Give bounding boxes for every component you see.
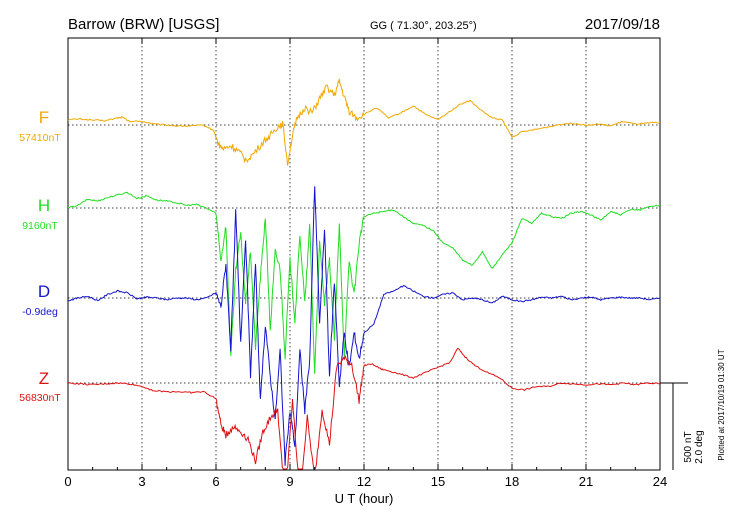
station-title: Barrow (BRW) [USGS] [68,16,219,33]
series-label-h: H [38,196,50,215]
series-labels: F 57410nT H 9160nT D -0.9deg Z 56830nT [19,108,61,404]
x-tick-label: 15 [431,474,445,489]
x-tick-label: 24 [653,474,667,489]
x-tick-label: 9 [286,474,293,489]
series-baseline-h: 9160nT [22,220,58,232]
series-label-z: Z [39,369,49,388]
plot-date: 2017/09/18 [585,16,660,33]
x-tick-label: 0 [64,474,71,489]
x-tick-label: 6 [212,474,219,489]
trace-h [67,191,661,374]
x-tick-label: 3 [138,474,145,489]
trace-f [67,78,661,166]
station-coords: GG ( 71.30°, 203.25°) [370,20,477,32]
traces [67,78,661,470]
x-tick-label: 18 [505,474,519,489]
scale-nt-label: 500 nT [683,431,694,462]
x-tick-label: 21 [579,474,593,489]
trace-d [67,186,661,466]
series-label-d: D [38,282,50,301]
scale-deg-label: 2.0 deg [694,430,705,463]
x-tick-label: 12 [357,474,371,489]
series-label-f: F [39,108,49,127]
scale-bar: 500 nT 2.0 deg [660,382,705,470]
trace-z [67,347,661,470]
x-axis: 0 3 6 9 12 15 18 21 24 [64,38,667,489]
x-axis-label: U T (hour) [335,491,394,506]
plot-timestamp: Plotted at 2017/10/19 01:30 UT [717,349,726,460]
series-baseline-f: 57410nT [19,132,61,144]
grid [68,38,660,470]
series-baseline-z: 56830nT [19,392,61,404]
series-baseline-d: -0.9deg [22,306,58,318]
